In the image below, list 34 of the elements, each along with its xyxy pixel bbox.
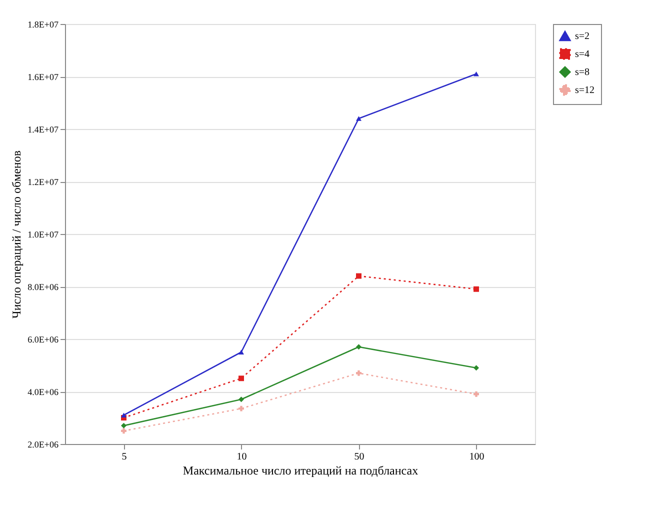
y-tick-label: 1.4E+07: [28, 124, 59, 134]
point: [121, 412, 126, 418]
y-tick-label: 1.2E+07: [28, 177, 59, 187]
y-tick-label: 8.0E+06: [28, 282, 59, 292]
legend-label: s=8: [575, 67, 590, 78]
y-tick-label: 1.0E+07: [28, 230, 59, 240]
x-tick-label: 10: [236, 452, 247, 462]
point: [356, 370, 362, 376]
point: [356, 273, 362, 279]
point: [356, 116, 362, 121]
point: [474, 365, 479, 371]
y-tick-label: 4.0E+06: [28, 387, 59, 397]
y-tick-label: 1.6E+07: [28, 72, 59, 82]
point: [474, 286, 479, 292]
point: [238, 396, 244, 402]
point: [238, 376, 244, 382]
y-tick-label: 2.0E+06: [28, 440, 59, 450]
point: [238, 406, 244, 412]
point: [121, 428, 126, 434]
point: [474, 72, 479, 76]
x-axis-title: Максимальное число итераций на подблансах: [182, 464, 418, 478]
x-tick-label: 5: [122, 452, 127, 462]
y-axis-title: Число операций / число обменов: [10, 150, 24, 318]
x-tick-label: 50: [354, 452, 364, 462]
y-tick-label: 1.8E+07: [28, 20, 59, 30]
x-tick-label: 100: [469, 452, 484, 462]
point: [238, 350, 244, 354]
y-tick-label: 6.0E+06: [28, 334, 59, 344]
point: [356, 344, 362, 350]
point: [121, 422, 126, 428]
point: [474, 391, 479, 397]
legend-label: s=2: [575, 31, 590, 42]
legend-label: s=12: [575, 85, 595, 96]
legend-label: s=4: [575, 49, 590, 60]
